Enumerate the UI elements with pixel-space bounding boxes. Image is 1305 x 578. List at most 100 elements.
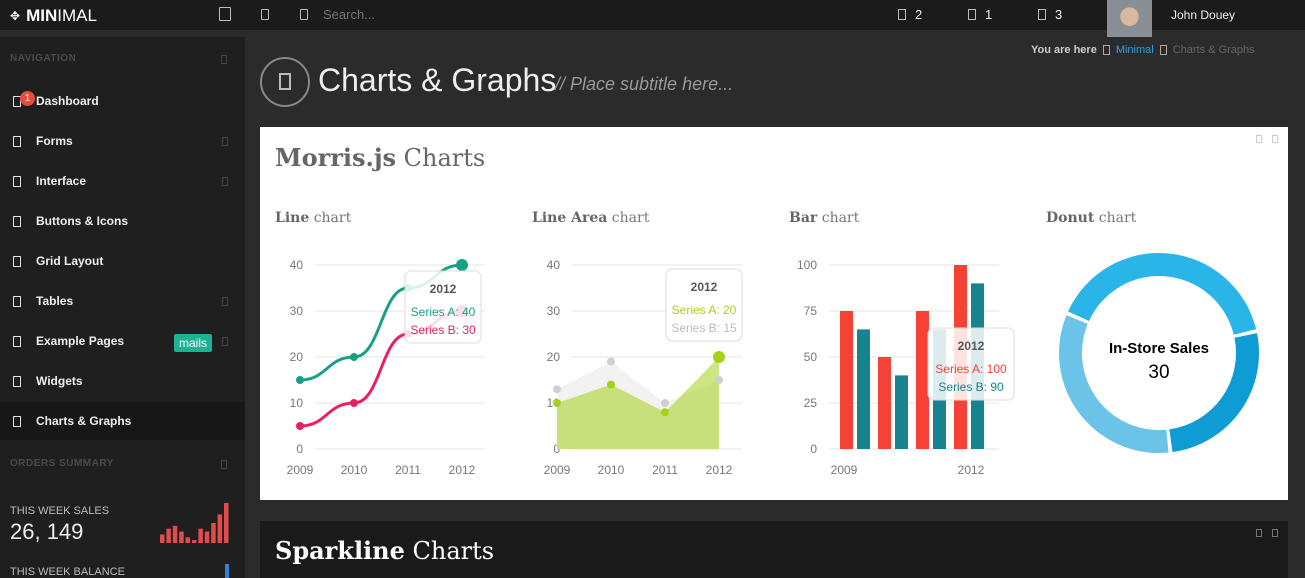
buttons-icon xyxy=(13,215,21,227)
tooltip-series-value: Series B: 15 xyxy=(671,321,737,335)
data-point xyxy=(296,376,304,384)
close-icon[interactable] xyxy=(1272,135,1278,143)
refresh-icon[interactable] xyxy=(1256,529,1262,537)
sparkline-bar xyxy=(192,540,197,543)
breadcrumb-current: Charts & Graphs xyxy=(1172,44,1255,56)
sidebar-item-dashboard[interactable]: Dashboard xyxy=(0,82,245,120)
donut-slice xyxy=(1068,253,1257,335)
tooltip-label: 2012 xyxy=(691,280,718,294)
x-tick-label: 2009 xyxy=(544,463,571,477)
x-tick-label: 2011 xyxy=(395,463,421,477)
dashboard-notification-badge: 1 xyxy=(20,91,35,106)
forms-icon xyxy=(13,135,21,147)
data-point xyxy=(350,399,358,407)
data-point xyxy=(661,399,669,407)
x-tick-label: 2012 xyxy=(706,463,733,477)
week-balance-sparkline xyxy=(225,564,229,578)
y-tick-label: 0 xyxy=(810,442,817,456)
data-point xyxy=(607,357,615,366)
week-sales-label: THIS WEEK SALES xyxy=(10,505,110,517)
breadcrumb: You are here Minimal Charts & Graphs xyxy=(1031,44,1255,56)
chevron-icon xyxy=(222,296,228,306)
sidebar-item-forms[interactable]: Forms xyxy=(0,122,245,160)
y-tick-label: 25 xyxy=(804,396,818,410)
user-name[interactable]: John Douey xyxy=(1171,8,1236,22)
area-chart-title: Line Area chart xyxy=(532,210,650,226)
sparkline-bar xyxy=(198,528,203,543)
data-point xyxy=(350,353,358,361)
notification-messages[interactable]: 1 xyxy=(968,7,992,22)
collapse-orders-icon[interactable] xyxy=(221,460,227,469)
chevron-icon xyxy=(222,336,228,346)
pages-icon xyxy=(13,335,21,347)
sidebar-item-buttons-icons[interactable]: Buttons & Icons xyxy=(0,202,245,240)
data-point xyxy=(713,351,725,363)
tooltip-label: 2012 xyxy=(958,339,985,353)
sidebar-item-widgets[interactable]: Widgets xyxy=(0,362,245,400)
y-tick-label: 40 xyxy=(290,258,304,272)
y-tick-label: 40 xyxy=(547,258,561,272)
tooltip-series-value: Series B: 30 xyxy=(410,323,476,337)
hover-tooltip xyxy=(927,327,1015,401)
donut-slice xyxy=(1169,333,1259,453)
notification-bell[interactable]: 2 xyxy=(898,7,922,22)
tooltip-series-value: Series A: 100 xyxy=(935,362,1007,376)
tooltip-label: 2012 xyxy=(430,282,457,296)
sparkline-bar xyxy=(217,514,223,543)
bar-chart-title: Bar chart xyxy=(789,210,860,226)
data-point xyxy=(553,385,561,394)
sidebar-item-tables[interactable]: Tables xyxy=(0,282,245,320)
close-icon[interactable] xyxy=(1272,529,1278,537)
sidebar-item-grid-layout[interactable]: Grid Layout xyxy=(0,242,245,280)
x-tick-label: 2012 xyxy=(958,463,985,477)
page-subtitle: // Place subtitle here... xyxy=(555,74,734,94)
brand-logo[interactable]: ✥ MINIMAL xyxy=(10,6,97,25)
data-point xyxy=(715,376,723,384)
sidebar-toggle-icon[interactable] xyxy=(219,7,231,21)
interface-icon xyxy=(13,175,21,187)
donut-slice xyxy=(1059,315,1169,453)
data-point xyxy=(607,380,615,389)
donut-chart[interactable]: In-Store Sales 30 xyxy=(1046,249,1286,479)
refresh-icon[interactable] xyxy=(1256,135,1262,143)
tooltip-series-value: Series A: 20 xyxy=(672,303,737,317)
notification-tasks[interactable]: 3 xyxy=(1038,7,1062,22)
avatar[interactable] xyxy=(1107,0,1152,37)
y-tick-label: 10 xyxy=(290,396,304,410)
donut-center-label: In-Store Sales xyxy=(1109,340,1209,357)
data-point xyxy=(661,408,669,417)
y-tick-label: 30 xyxy=(290,304,304,318)
breadcrumb-link-minimal[interactable]: Minimal xyxy=(1115,44,1154,56)
y-tick-label: 75 xyxy=(804,304,818,318)
sidebar-item-interface[interactable]: Interface xyxy=(0,162,245,200)
sparkline-bar xyxy=(179,531,184,543)
tasks-icon xyxy=(1038,9,1046,20)
x-tick-label: 2010 xyxy=(598,463,625,477)
bell-icon xyxy=(898,9,906,20)
y-tick-label: 30 xyxy=(547,304,561,318)
hover-tooltip xyxy=(404,270,482,344)
sparkline-bar xyxy=(185,537,191,543)
page-title: Charts & Graphs xyxy=(318,62,557,98)
sidebar: NAVIGATION Dashboard Forms Interface But… xyxy=(0,37,245,578)
search-input[interactable] xyxy=(323,7,523,22)
bar-chart[interactable]: 0 25 50 75 100 2009 2012 2012 Series A: 100 Serie… xyxy=(789,249,1029,479)
collapse-nav-icon[interactable] xyxy=(221,55,227,64)
y-tick-label: 0 xyxy=(296,442,303,456)
mails-badge: mails xyxy=(174,334,213,352)
panel-title: Sparkline Charts xyxy=(275,536,495,565)
sidebar-item-charts-graphs[interactable]: Charts & Graphs xyxy=(0,402,245,440)
donut-chart-title: Donut chart xyxy=(1046,210,1137,226)
collapse-icon[interactable] xyxy=(261,9,269,20)
sidebar-nav-header: NAVIGATION xyxy=(10,53,77,64)
line-chart[interactable]: 0 10 20 30 40 2009 2010 2011 2012 2012 Series A: 4… xyxy=(275,249,515,479)
x-tick-label: 2009 xyxy=(287,463,314,477)
y-tick-label: 50 xyxy=(804,350,818,364)
sidebar-item-example-pages[interactable]: Example Pages xyxy=(0,322,245,360)
search-icon[interactable] xyxy=(300,9,308,20)
sparkline-charts-panel: Sparkline Charts xyxy=(260,521,1288,578)
week-sales-sparkline xyxy=(160,503,229,543)
sparkline-bar xyxy=(204,531,210,543)
home-icon xyxy=(1102,45,1110,55)
